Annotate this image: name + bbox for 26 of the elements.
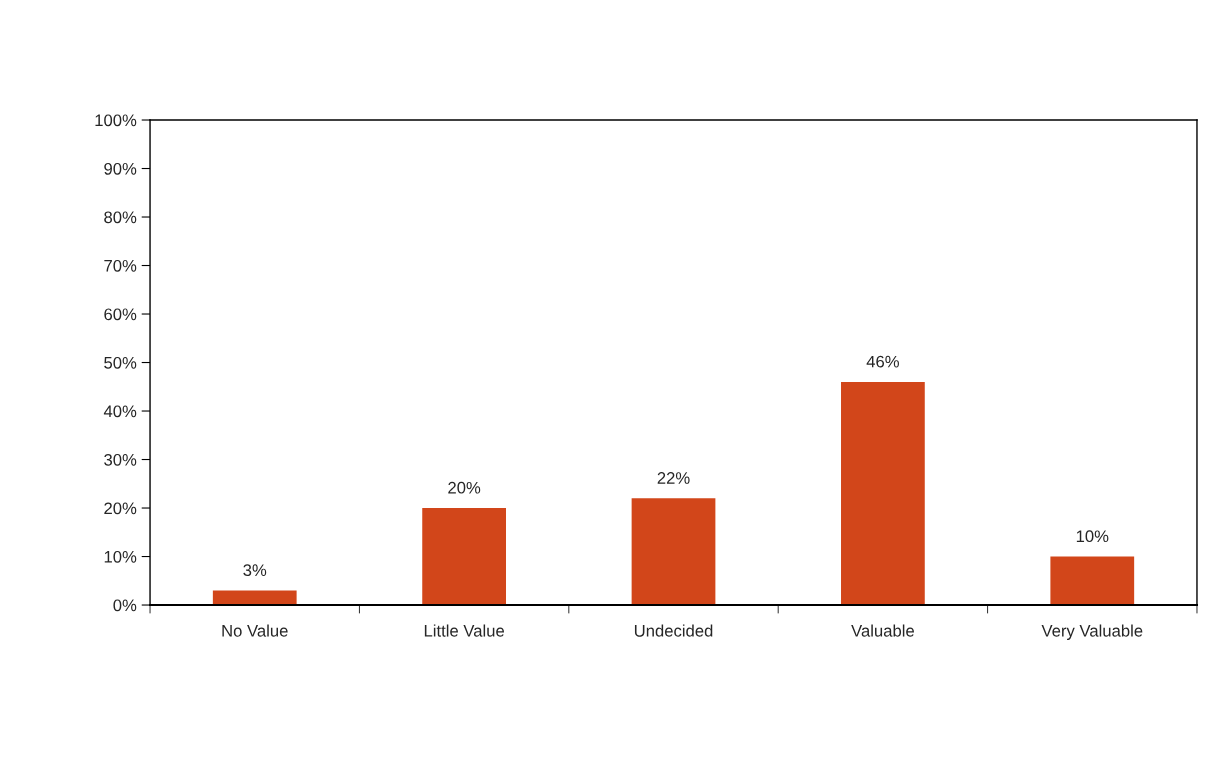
y-tick-label: 30% <box>104 453 137 466</box>
data-label: 20% <box>448 481 481 494</box>
x-tick-label: Valuable <box>851 624 914 637</box>
y-tick-label: 90% <box>104 162 137 175</box>
x-tick-label: Undecided <box>634 624 713 637</box>
data-label: 10% <box>1076 530 1109 543</box>
bar <box>631 498 716 606</box>
x-tick-label: Very Valuable <box>1041 624 1143 641</box>
data-label: 3% <box>243 564 267 577</box>
bar <box>1050 556 1135 606</box>
bar <box>841 381 925 606</box>
x-tick-label: Little Value <box>424 624 504 637</box>
y-tick-label: 40% <box>103 405 137 418</box>
bar <box>212 590 297 606</box>
y-tick-label: 50% <box>104 356 137 369</box>
data-label: 46% <box>866 355 899 368</box>
y-tick-label: 10% <box>104 550 137 563</box>
y-tick-label: 60% <box>104 308 137 321</box>
bar <box>422 508 506 606</box>
y-tick-label: 100% <box>95 114 137 127</box>
y-tick-label: 0% <box>113 599 137 612</box>
x-tick-label: No Value <box>222 624 288 637</box>
y-tick-label: 20% <box>104 502 137 515</box>
data-label: 22% <box>657 472 690 484</box>
y-tick-label: 80% <box>104 211 137 224</box>
y-tick-label: 70% <box>104 259 137 272</box>
